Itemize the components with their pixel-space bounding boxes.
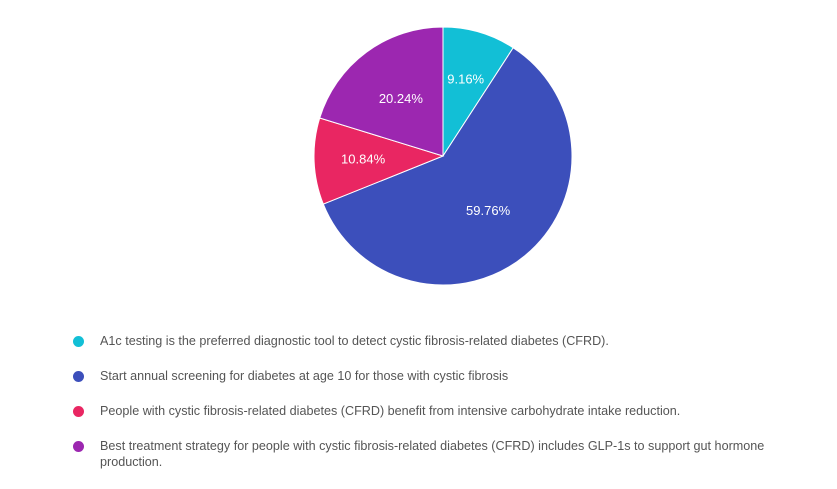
slice-label-1: 59.76%: [466, 203, 511, 218]
legend-label: Start annual screening for diabetes at a…: [100, 369, 509, 383]
legend-dot-icon: [73, 336, 84, 347]
slice-label-0: 9.16%: [447, 71, 484, 86]
legend-label: Best treatment strategy for people with …: [100, 439, 765, 469]
legend-item[interactable]: Start annual screening for diabetes at a…: [72, 368, 812, 384]
legend-label: People with cystic fibrosis-related diab…: [100, 404, 681, 418]
legend-dot-icon: [73, 406, 84, 417]
pie-chart: 9.16% 59.76% 10.84% 20.24%: [313, 26, 573, 286]
pie-slice-2[interactable]: [313, 117, 445, 205]
pie-slice-1[interactable]: [322, 47, 573, 286]
slice-label-2: 10.84%: [341, 151, 386, 166]
legend-item[interactable]: A1c testing is the preferred diagnostic …: [72, 333, 812, 349]
legend-item[interactable]: Best treatment strategy for people with …: [72, 438, 812, 470]
legend-dot-icon: [73, 441, 84, 452]
legend: A1c testing is the preferred diagnostic …: [72, 333, 812, 489]
pie-slice-3[interactable]: [319, 26, 444, 157]
slice-label-3: 20.24%: [379, 91, 424, 106]
legend-label: A1c testing is the preferred diagnostic …: [100, 334, 609, 348]
legend-dot-icon: [73, 371, 84, 382]
legend-item[interactable]: People with cystic fibrosis-related diab…: [72, 403, 812, 419]
